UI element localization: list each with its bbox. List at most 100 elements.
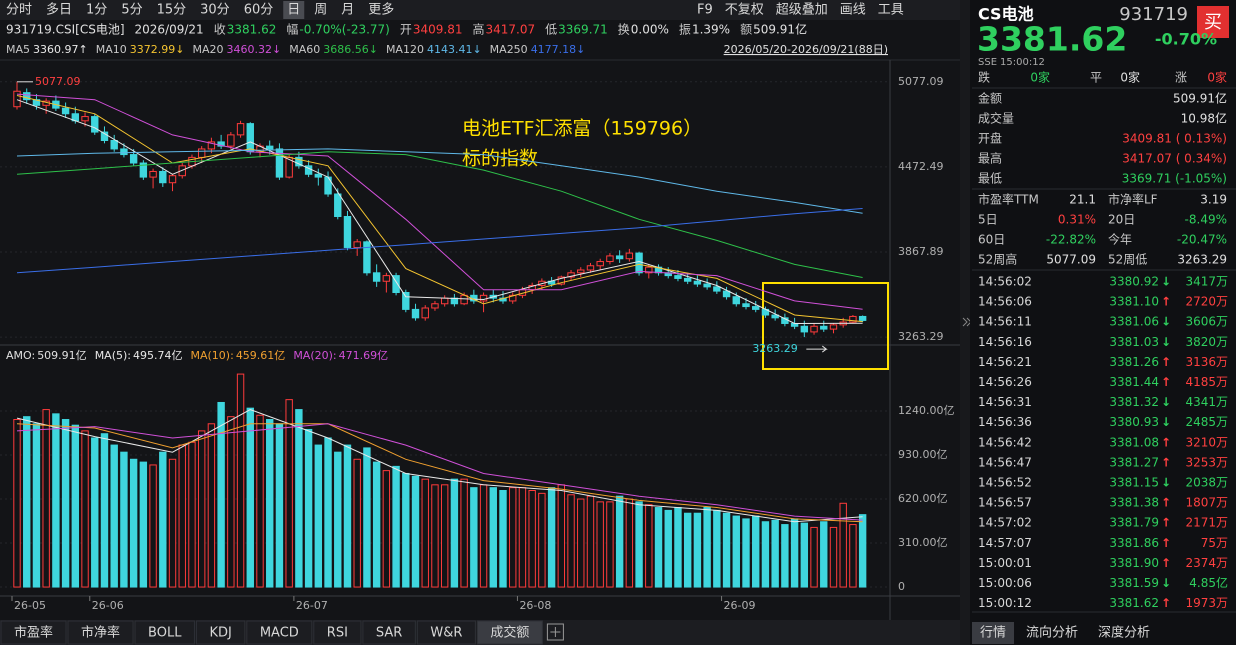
candle-body (275, 148, 284, 178)
tick-volume: 2171万 (1185, 516, 1228, 530)
indicator-tab[interactable]: SAR (376, 626, 402, 641)
indicator-tab[interactable]: W&R (430, 626, 462, 641)
volume-bar (615, 495, 624, 588)
tick-arrow: ↓ (1161, 576, 1171, 590)
volume-bar (120, 451, 128, 588)
y-tick-label: 310.00亿 (898, 536, 948, 549)
ma-name: MA120 (386, 43, 424, 56)
ma-line (16, 95, 863, 323)
tab-bg (246, 620, 313, 645)
breadth-value: 0家 (1207, 70, 1227, 85)
stat-label: 52周低 (1108, 253, 1147, 267)
volume-bar (596, 501, 604, 588)
timeframe-tab[interactable]: 日 (287, 3, 300, 18)
tick-time: 14:57:02 (978, 516, 1032, 530)
candle-body (110, 140, 118, 150)
tick-price: 3381.44 (1109, 375, 1159, 389)
indicator-tab[interactable]: BOLL (148, 626, 182, 641)
tick-volume: 3210万 (1185, 435, 1228, 449)
volume-bar (110, 444, 118, 588)
tick-time: 15:00:01 (978, 556, 1032, 570)
timeframe-tab[interactable]: 多日 (46, 2, 72, 18)
timeframe-tab[interactable]: 1分 (86, 3, 107, 18)
ma-line (16, 151, 863, 278)
tick-time: 14:56:26 (978, 375, 1032, 389)
indicator-tab[interactable]: KDJ (209, 626, 231, 641)
info-label: 幅 (286, 22, 298, 37)
ma-line (16, 93, 863, 310)
volume-bar (71, 424, 80, 588)
y-tick-label: 930.00亿 (898, 448, 948, 461)
volume-bar (402, 472, 410, 588)
candle-body (129, 154, 138, 164)
info-label: 高 (473, 22, 485, 37)
candle-body (266, 145, 274, 150)
volume-bar (586, 495, 595, 588)
candle-body (820, 325, 828, 330)
timeframe-tab[interactable]: 15分 (157, 3, 187, 18)
tick-price: 3381.06 (1109, 315, 1159, 329)
indicator-tab[interactable]: 成交额 (490, 625, 529, 641)
candle-body (771, 314, 779, 319)
tick-volume: 1807万 (1185, 496, 1228, 510)
tick-time: 14:56:36 (978, 415, 1032, 429)
buy-button[interactable]: 买 (1204, 12, 1222, 33)
add-tab[interactable] (546, 623, 564, 641)
tick-time: 14:56:02 (978, 275, 1032, 289)
timeframe-tab[interactable]: 更多 (368, 2, 394, 18)
tick-arrow: ↑ (1161, 496, 1171, 510)
annotation: 标的指数 (462, 148, 538, 170)
info-value: 3409.81 (413, 23, 463, 37)
volume-bar (722, 512, 731, 588)
timeframe-tab[interactable]: 60分 (244, 3, 274, 18)
timeframe-tab[interactable]: 周 (314, 3, 327, 18)
tick-price: 3381.86 (1109, 536, 1159, 550)
toolbar-bg (0, 0, 960, 20)
tool-button[interactable]: 工具 (878, 3, 904, 18)
indicator-tab[interactable]: MACD (260, 626, 299, 641)
tick-time: 14:56:42 (978, 435, 1032, 449)
buy-button-bg[interactable] (1197, 6, 1229, 38)
tick-volume: 3136万 (1185, 355, 1228, 369)
add-icon[interactable] (550, 627, 561, 637)
tick-price: 3381.03 (1109, 335, 1159, 349)
timeframe-tab[interactable]: 5分 (121, 3, 142, 18)
volume-bar (460, 478, 468, 588)
tab-bg (476, 620, 543, 645)
panel-tab[interactable]: 深度分析 (1098, 625, 1150, 641)
quote-code: 931719 (1119, 4, 1188, 25)
tool-button[interactable]: 超级叠加 (776, 3, 828, 18)
volume-header-value: 509.91亿 (37, 349, 87, 362)
stat-value: 3409.81 ( 0.13%) (1122, 132, 1227, 146)
indicator-tab[interactable]: 市盈率 (14, 625, 53, 641)
y-tick-label: 5077.09 (898, 75, 944, 88)
indicator-tab[interactable]: 市净率 (81, 625, 120, 641)
info-value: -0.70%(-23.77) (299, 23, 390, 37)
timeframe-tab[interactable]: 30分 (200, 3, 230, 18)
tick-time: 14:56:11 (978, 315, 1032, 329)
quote-panel (970, 0, 1236, 645)
timeframe-tab[interactable]: 分时 (6, 3, 32, 18)
tool-button[interactable]: F9 (697, 3, 713, 18)
volume-bar (800, 522, 809, 588)
tool-button[interactable]: 画线 (840, 3, 866, 18)
timeframe-tab[interactable]: 月 (341, 3, 354, 18)
panel-tab[interactable]: 流向分析 (1026, 625, 1078, 641)
candle-body (324, 176, 332, 195)
tick-volume: 4341万 (1185, 395, 1228, 409)
tool-button[interactable]: 不复权 (725, 2, 764, 18)
candle-body (334, 193, 342, 218)
candle-body (411, 308, 420, 319)
tick-arrow: ↓ (1161, 395, 1171, 409)
stat-value: 5077.09 (1046, 253, 1096, 267)
candle-body (509, 294, 517, 302)
indicator-tab[interactable]: RSI (327, 626, 348, 641)
breadth-label: 平 (1090, 71, 1102, 85)
highlight-box (762, 282, 889, 370)
panel-tab[interactable]: 行情 (980, 626, 1006, 641)
tick-volume: 3606万 (1185, 315, 1228, 329)
tick-price: 3381.79 (1109, 516, 1159, 530)
volume-bar (470, 487, 478, 588)
volume-bar (431, 484, 439, 588)
